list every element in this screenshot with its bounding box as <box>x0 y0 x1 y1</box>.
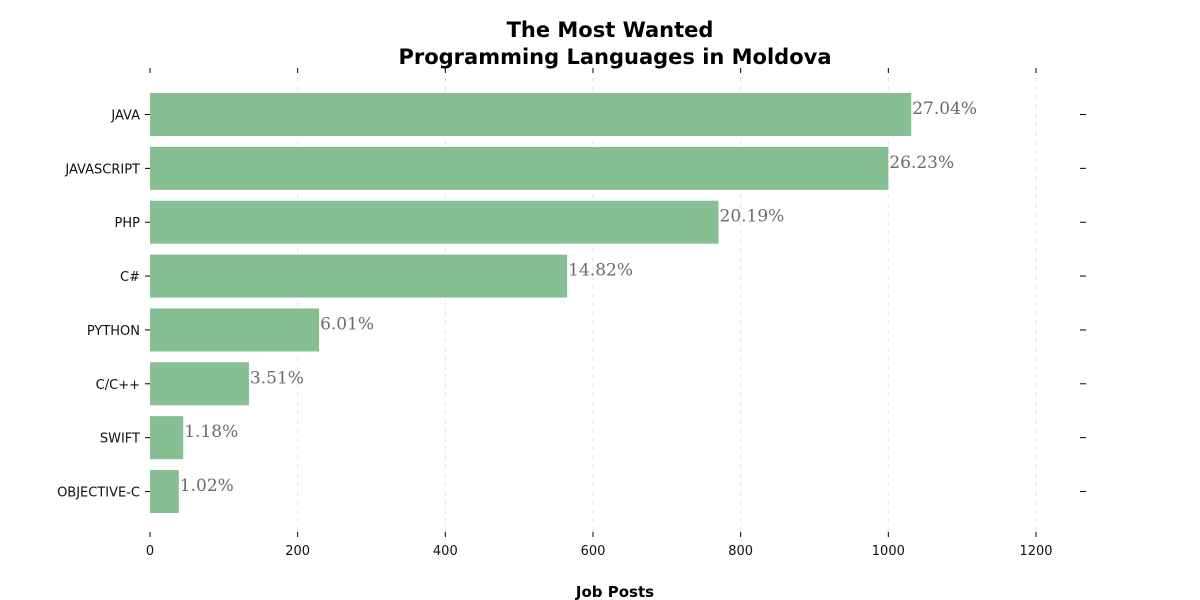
x-tick-label: 600 <box>581 544 606 559</box>
y-tick-label: JAVASCRIPT <box>64 162 140 177</box>
chart-title: The Most Wanted Programming Languages in… <box>398 18 831 69</box>
y-tick-label: C/C++ <box>96 378 140 393</box>
bar <box>150 362 249 406</box>
bar <box>150 308 320 352</box>
x-tick-label: 200 <box>285 544 310 559</box>
bar <box>150 470 179 514</box>
right-tick-marks <box>1080 114 1086 493</box>
y-tick-label: PYTHON <box>87 324 140 339</box>
x-axis-label: Job Posts <box>575 583 654 600</box>
y-tick-label: JAVA <box>110 109 140 124</box>
bars <box>150 93 912 514</box>
y-axis: JAVA JAVASCRIPT PHP C# PYTHON C/C++ SWIFT OBJEC… <box>57 109 150 501</box>
bar-value-label: 6.01% <box>320 314 374 334</box>
bar <box>150 93 912 136</box>
bar <box>150 146 889 190</box>
bar-value-label: 1.02% <box>180 476 234 496</box>
bar <box>150 416 184 460</box>
bar <box>150 254 568 298</box>
chart-title-line-1: The Most Wanted <box>507 18 714 42</box>
bar-value-label: 27.04% <box>912 99 977 119</box>
y-tick-label: C# <box>120 270 140 285</box>
bar-value-label: 14.82% <box>568 261 633 281</box>
bar-value-label: 26.23% <box>889 153 954 173</box>
bar-value-label: 3.51% <box>250 368 304 388</box>
bar-value-label: 20.19% <box>720 207 785 227</box>
chart-title-line-2: Programming Languages in Moldova <box>398 45 831 69</box>
x-tick-label: 1200 <box>1019 544 1052 559</box>
x-tick-label: 0 <box>146 544 154 559</box>
x-tick-label: 800 <box>728 544 753 559</box>
gridlines <box>297 68 1037 532</box>
y-tick-label: PHP <box>115 216 141 231</box>
x-axis: 0 200 400 600 800 1000 1200 <box>146 532 1053 559</box>
y-tick-label: SWIFT <box>100 432 140 447</box>
data-labels: 27.04% 26.23% 20.19% 14.82% 6.01% 3.51% 1.18% 1… <box>180 99 977 496</box>
bar-value-label: 1.18% <box>184 422 238 442</box>
x-tick-label: 1000 <box>872 544 905 559</box>
bar <box>150 200 719 244</box>
top-tick-marks <box>149 68 1037 73</box>
x-tick-label: 400 <box>433 544 458 559</box>
y-tick-label: OBJECTIVE-C <box>57 486 140 501</box>
